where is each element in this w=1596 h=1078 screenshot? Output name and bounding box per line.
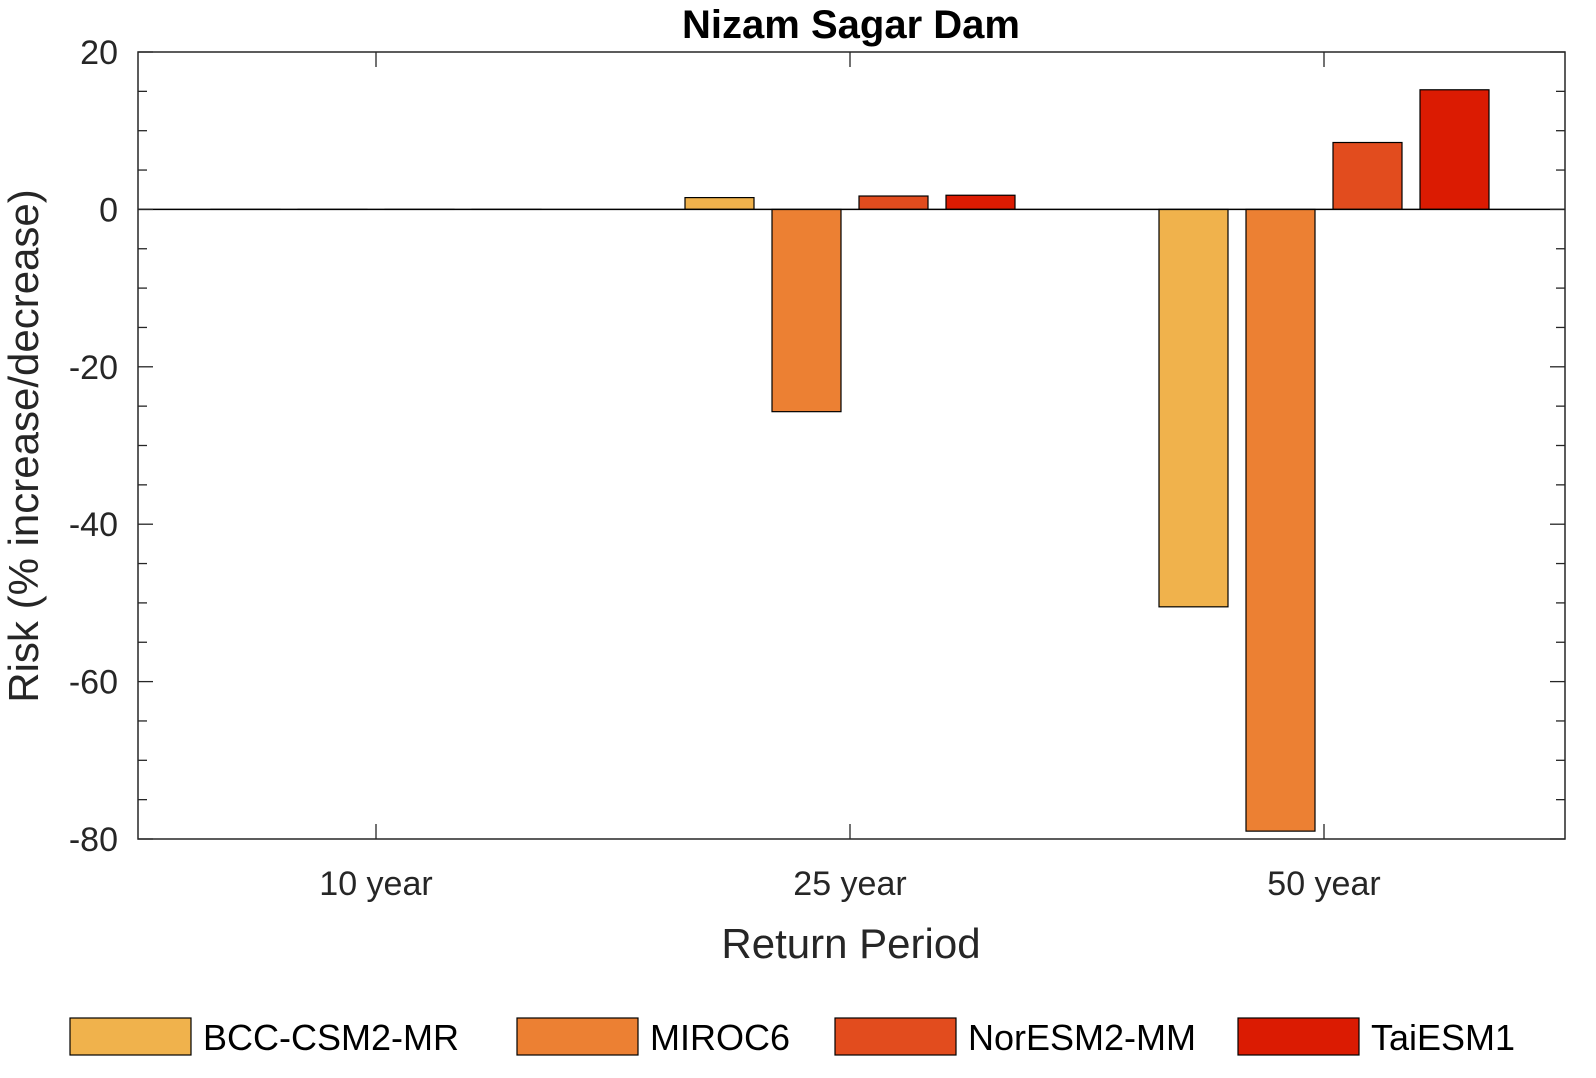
y-tick-label: -80	[69, 821, 118, 859]
legend-label: TaiESM1	[1371, 1017, 1515, 1058]
bar-miroc6-50-year	[1245, 208, 1316, 832]
bar-miroc6-25-year	[771, 208, 842, 413]
legend-swatch	[1237, 1017, 1360, 1056]
plot-area	[137, 51, 1566, 840]
legend-swatch	[834, 1017, 957, 1056]
bar-noresm2-mm-25-year	[858, 195, 929, 210]
plot-frame	[138, 52, 1565, 839]
legend-swatch	[516, 1017, 639, 1056]
bar-taiesm1-25-year	[945, 194, 1016, 210]
bars	[210, 89, 1490, 832]
legend-label: BCC-CSM2-MR	[203, 1017, 459, 1058]
x-tick-label: 10 year	[319, 865, 432, 903]
y-tick-labels: 20 0 -20 -40 -60 -80	[69, 34, 118, 859]
y-tick-label: 20	[80, 34, 118, 72]
chart-title: Nizam Sagar Dam	[682, 3, 1020, 47]
x-tick-label: 25 year	[793, 865, 906, 903]
legend-label: MIROC6	[650, 1017, 790, 1058]
legend: BCC-CSM2-MR MIROC6 NorESM2-MM TaiESM1	[69, 1017, 1515, 1058]
y-tick-label: -40	[69, 506, 118, 544]
x-axis-label: Return Period	[721, 920, 980, 967]
y-tick-label: -20	[69, 349, 118, 387]
x-tick-labels: 10 year 25 year 50 year	[319, 865, 1380, 903]
bar-noresm2-mm-50-year	[1332, 141, 1403, 211]
y-tick-label: -60	[69, 664, 118, 702]
bar-taiesm1-50-year	[1419, 89, 1490, 211]
legend-label: NorESM2-MM	[968, 1017, 1196, 1058]
y-axis-label: Risk (% increase/decrease)	[0, 189, 47, 703]
bar-bcc-csm2-mr-50-year	[1158, 208, 1229, 608]
x-tick-label: 50 year	[1267, 865, 1380, 903]
plot-border	[137, 51, 1566, 840]
bar-bcc-csm2-mr-25-year	[684, 196, 755, 211]
legend-swatch	[69, 1017, 192, 1056]
y-tick-label: 0	[99, 191, 118, 229]
